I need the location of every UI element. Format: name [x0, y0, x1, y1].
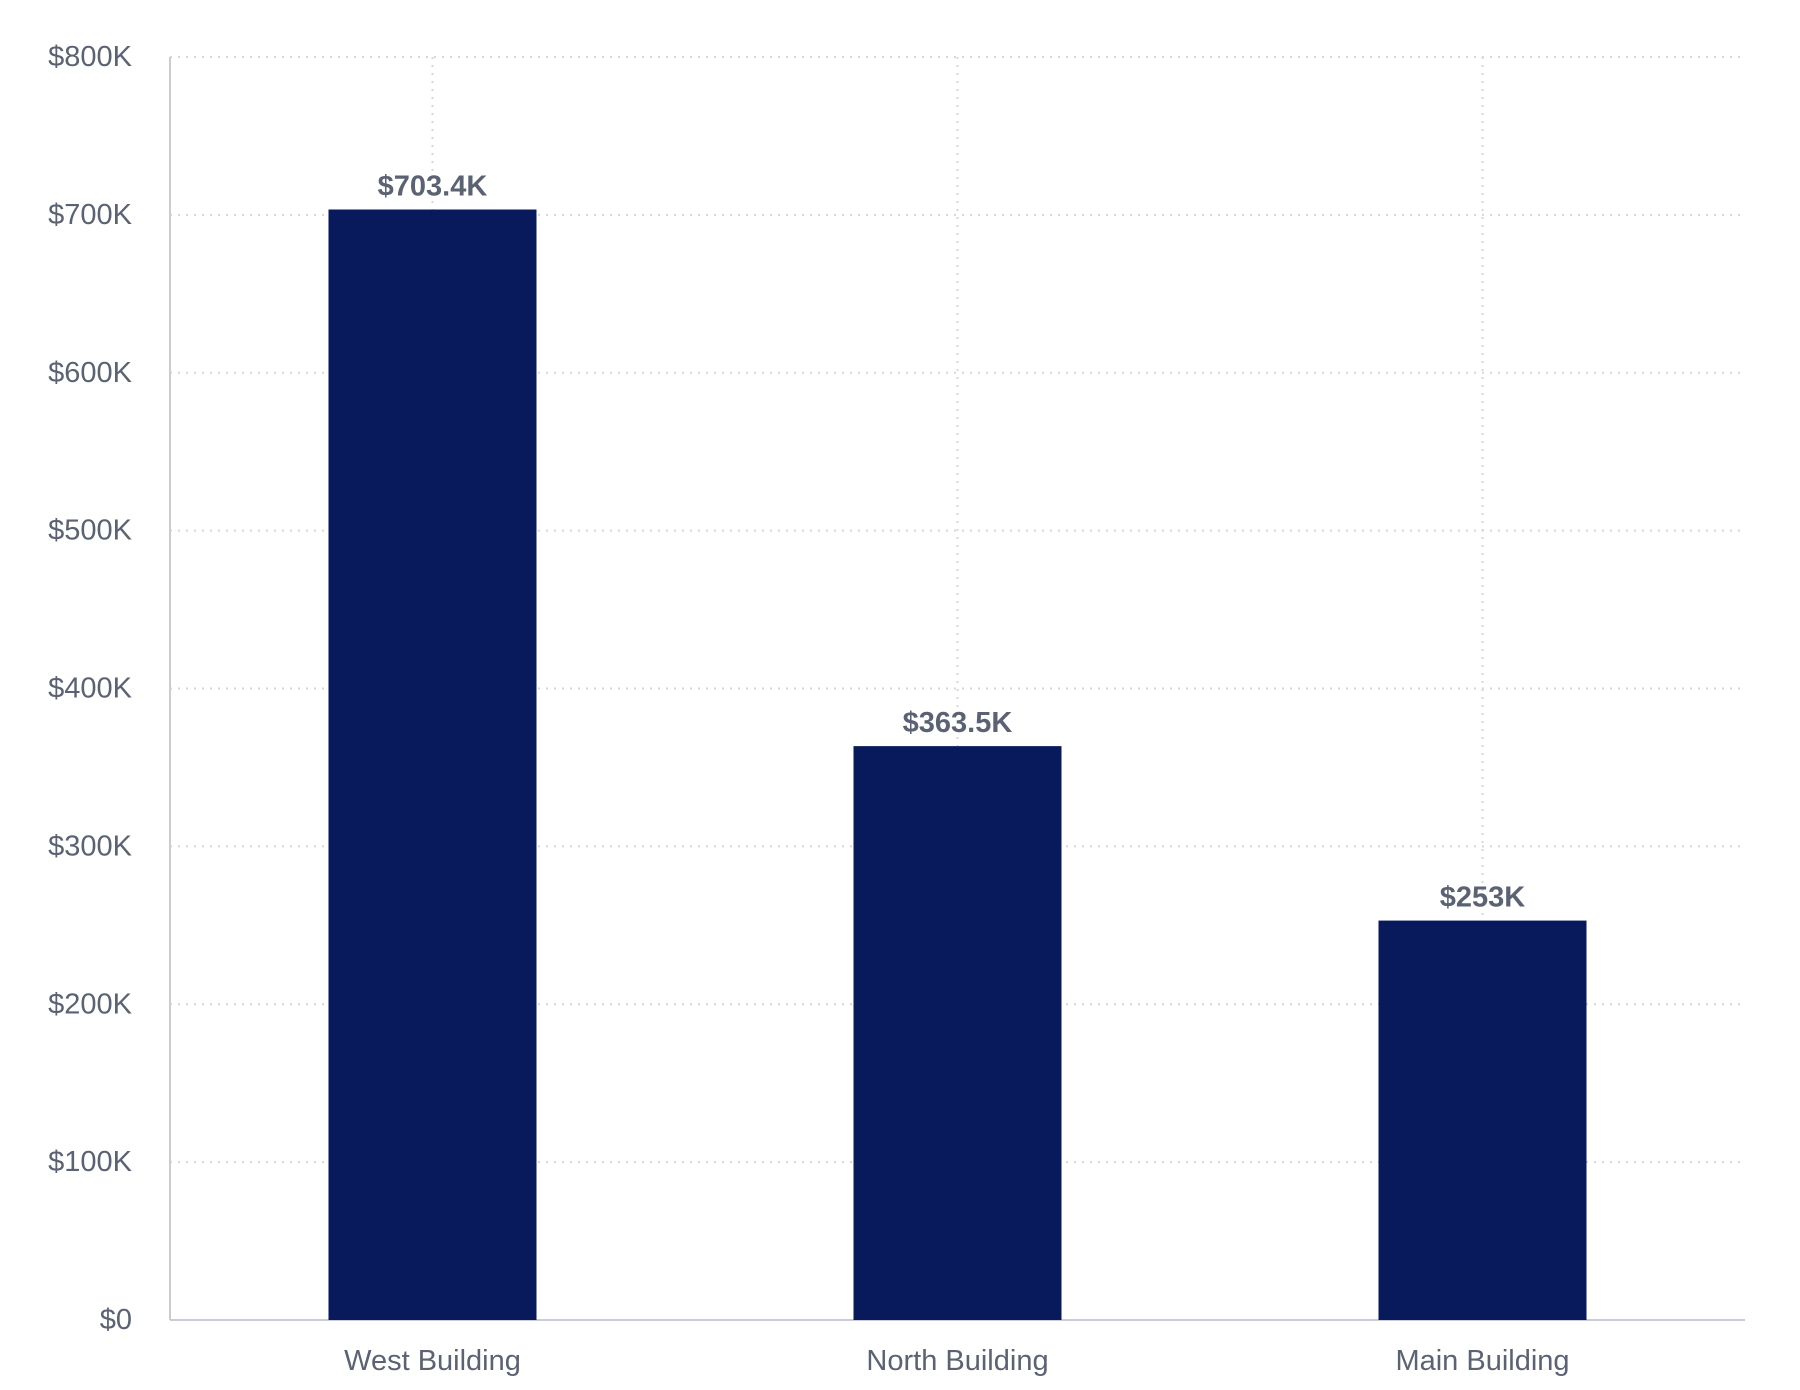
bar [853, 746, 1062, 1320]
y-tick-label: $800K [48, 41, 133, 73]
x-tick-label: North Building [866, 1345, 1048, 1377]
y-tick-label: $0 [100, 1304, 132, 1336]
y-tick-label: $200K [48, 988, 133, 1020]
y-tick-label: $500K [48, 515, 133, 547]
bars [328, 209, 1587, 1321]
y-tick-label: $700K [48, 199, 133, 231]
bar-value-label: $253K [1440, 882, 1526, 914]
x-tick-label: West Building [344, 1345, 521, 1377]
bar [328, 209, 537, 1321]
y-tick-label: $300K [48, 830, 133, 862]
bar-value-label: $363.5K [903, 707, 1013, 739]
y-tick-label: $100K [48, 1146, 133, 1178]
y-tick-label: $600K [48, 357, 133, 389]
x-tick-label: Main Building [1395, 1345, 1569, 1377]
bar [1378, 920, 1587, 1320]
labels: $0 $100K $200K $300K $400K $500K $600K $700K $80… [48, 41, 1569, 1377]
y-tick-label: $400K [48, 673, 133, 705]
bar-value-label: $703.4K [378, 171, 488, 203]
